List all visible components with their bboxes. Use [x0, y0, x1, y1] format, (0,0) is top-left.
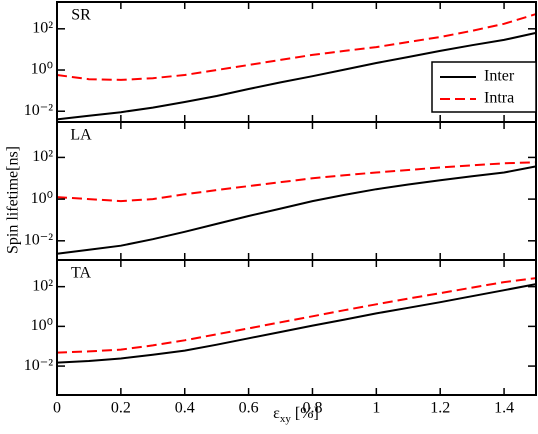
plot-frame: [56, 121, 537, 261]
x-tick-label: 0.2: [111, 400, 131, 417]
x-tick-label: 0.4: [175, 400, 195, 417]
panel-label: LA: [70, 127, 92, 144]
y-tick-label: 10⁰: [31, 190, 53, 207]
x-axis-label-subscript: xy: [280, 413, 292, 425]
y-axis-label: Spin lifetime[ns]: [5, 146, 22, 254]
panel-label: TA: [71, 265, 91, 282]
y-tick-label: 10⁻²: [24, 231, 53, 248]
legend-label: Intra: [484, 90, 514, 107]
y-tick-label: 10⁻²: [24, 357, 53, 374]
y-tick-label: 10⁻²: [24, 102, 53, 119]
series-line: [56, 165, 537, 255]
x-tick-label: 1: [372, 400, 380, 417]
x-axis-label-symbol: ε: [273, 405, 280, 422]
y-tick-label: 10⁰: [31, 61, 53, 78]
x-tick-label: 1.4: [494, 400, 514, 417]
series-line: [56, 161, 537, 203]
series-line: [56, 31, 537, 121]
y-tick-label: 10²: [32, 277, 53, 294]
legend-box: [431, 61, 537, 113]
x-tick-label: 0.8: [302, 400, 322, 417]
x-tick-label: 0: [53, 400, 61, 417]
y-tick-label: 10²: [32, 19, 53, 36]
series-line: [56, 277, 537, 354]
x-axis-label: εxy [%]: [273, 405, 319, 425]
series-line: [56, 13, 537, 81]
x-tick-label: 1.2: [430, 400, 450, 417]
plot-frame: [56, 259, 537, 396]
y-tick-label: 10⁰: [31, 317, 53, 334]
panel-label: SR: [71, 7, 91, 24]
legend-label: Inter: [484, 68, 515, 85]
y-tick-label: 10²: [32, 148, 53, 165]
series-line: [56, 283, 537, 364]
x-tick-label: 0.6: [239, 400, 259, 417]
x-axis-label-unit: [%]: [295, 405, 319, 422]
